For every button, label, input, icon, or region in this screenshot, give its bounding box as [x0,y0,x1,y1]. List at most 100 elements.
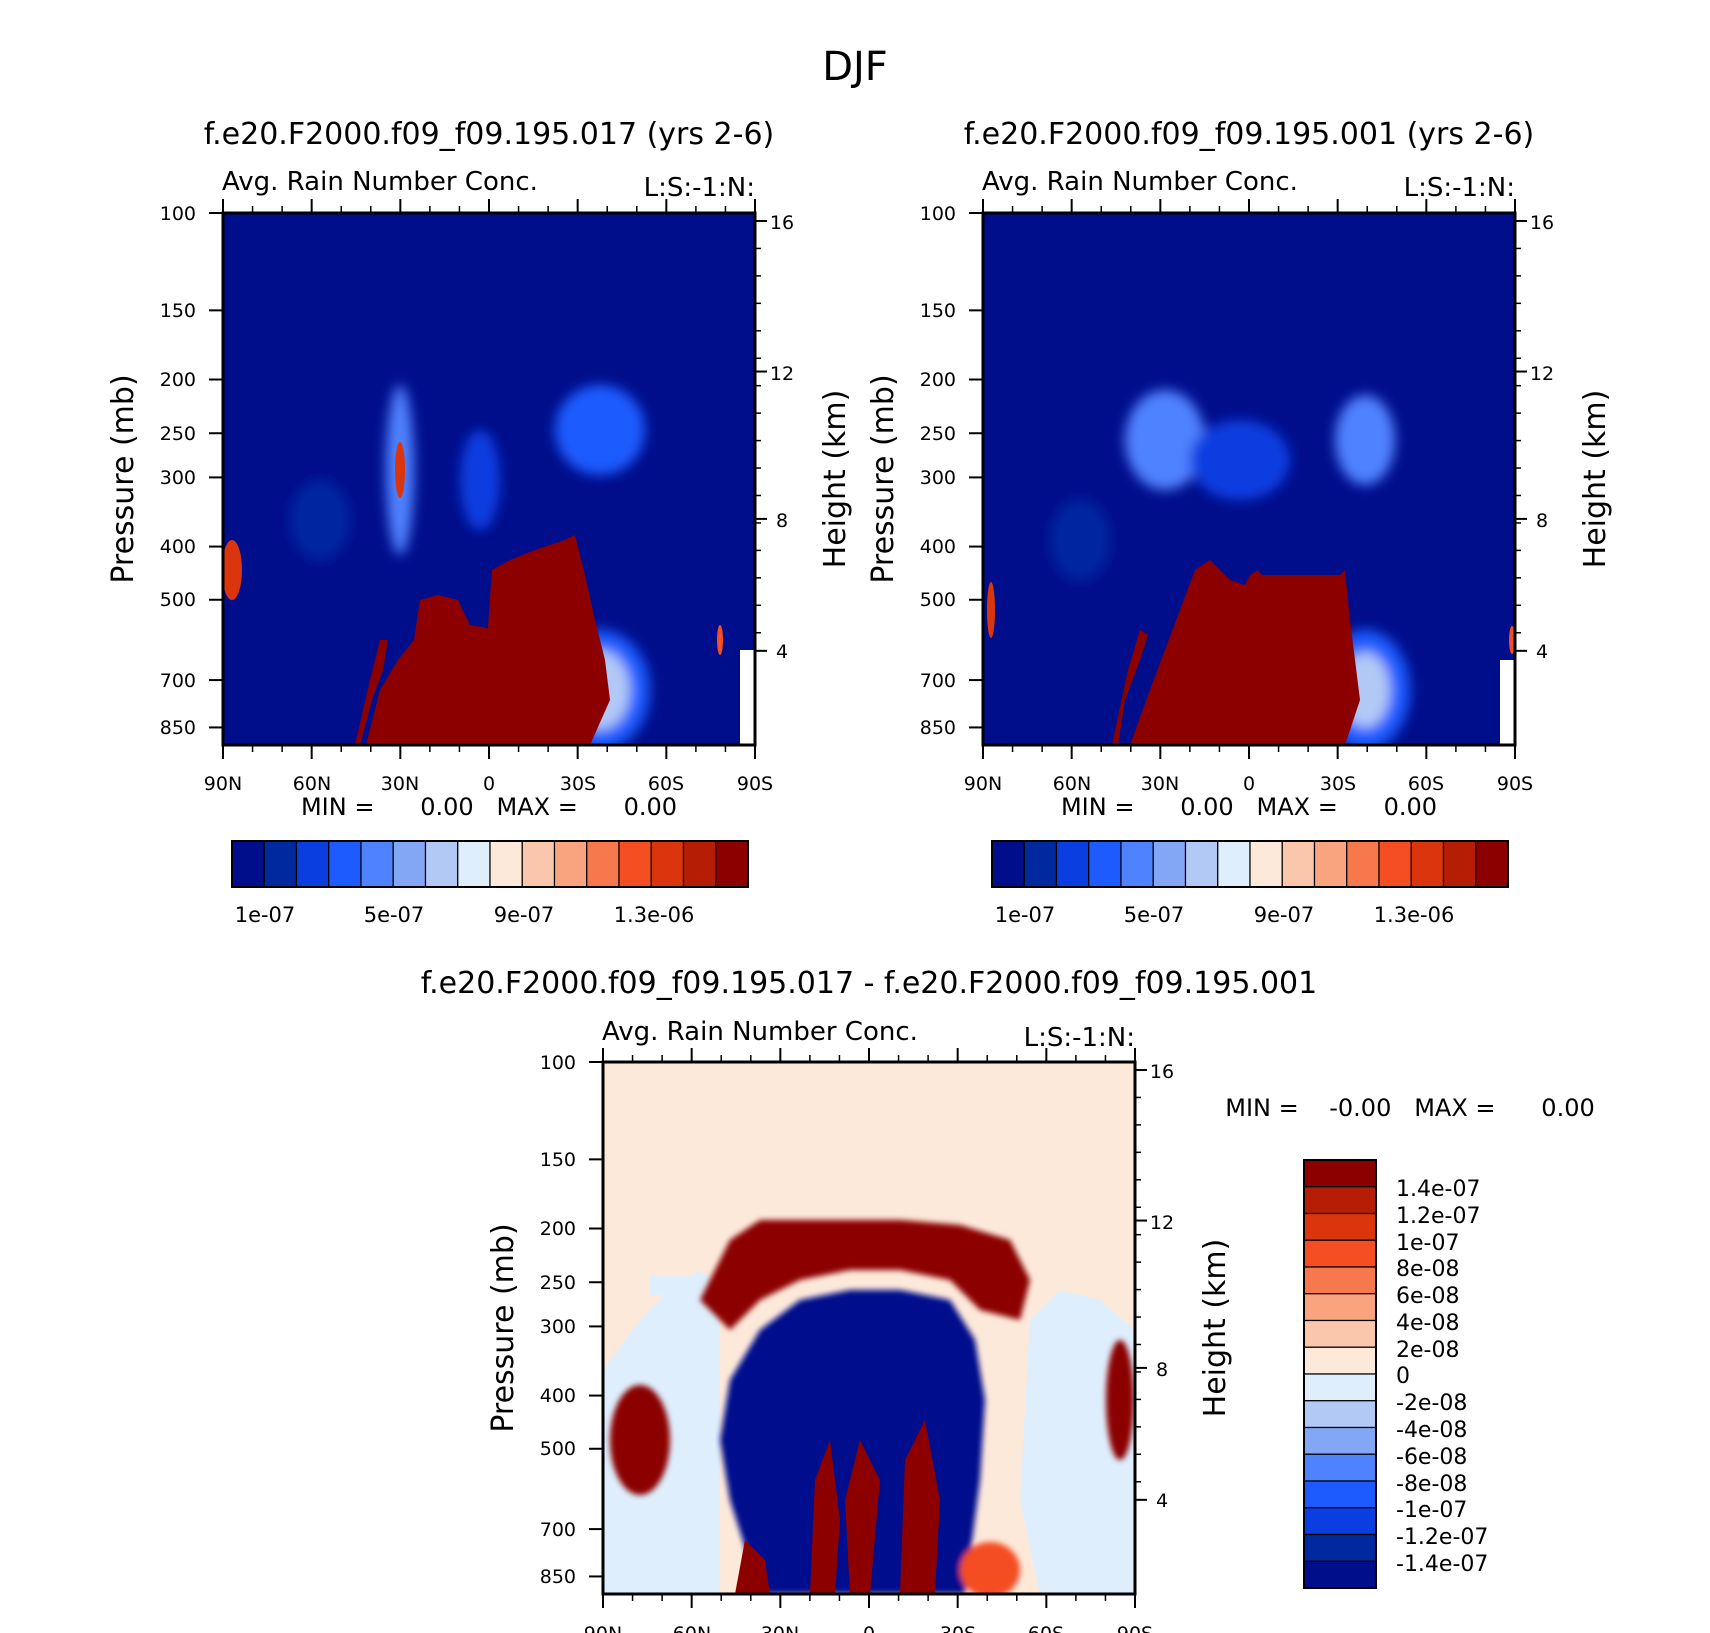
panel-2-subtitle-left: Avg. Rain Number Conc. [982,167,1298,197]
y-tick-label: 400 [920,536,956,558]
colorbar-swatch [231,840,265,888]
colorbar-label: 9e-07 [1254,903,1315,927]
colorbar-swatch [1303,1319,1377,1348]
y-tick-label: 400 [540,1385,576,1407]
colorbar-label: 5e-07 [1124,903,1185,927]
y-right-axis-label: Height (km) [1578,390,1613,569]
colorbar-swatch [328,840,362,888]
y-tick-label: 500 [920,589,956,611]
y-tick-label: 400 [160,536,196,558]
colorbar-swatch [1303,1159,1377,1188]
colorbar-swatch [424,840,459,888]
y-tick-label: 150 [920,300,956,322]
colorbar-swatch [1303,1266,1377,1295]
panel-3-field [603,1062,1135,1594]
colorbar-label: -1e-07 [1396,1498,1467,1523]
colorbar-swatch [715,840,749,888]
panel-2-title: f.e20.F2000.f09_f09.195.001 (yrs 2-6) [964,117,1534,152]
y-right-axis-label: Height (km) [1198,1239,1233,1418]
y-tick-label: 850 [920,717,956,739]
y-right-tick-label: 4 [1156,1490,1168,1512]
panel-2-subtitle-right: L:S:-1:N: [1404,173,1515,203]
colorbar-label: 1.4e-07 [1396,1177,1480,1202]
y-tick-label: 300 [160,467,196,489]
y-tick-label: 500 [540,1438,576,1460]
panel-1-axes: 90N 60N 30N 0 30S 60S 90S 100 150 200 25… [106,199,853,795]
colorbar-label: -8e-08 [1396,1472,1467,1497]
x-tick-label: 30N [1141,773,1179,795]
panel-2-field [983,213,1515,745]
colorbar-swatch [1249,840,1283,888]
y-tick-label: 300 [540,1316,576,1338]
y-tick-label: 150 [540,1149,576,1171]
colorbar-swatch [1217,840,1251,888]
x-tick-label: 0 [863,1623,875,1633]
colorbar-label: 1.2e-07 [1396,1204,1480,1229]
y-tick-label: 200 [920,369,956,391]
colorbar-label: -1.4e-07 [1396,1552,1488,1577]
y-tick-label: 700 [160,670,196,692]
y-tick-label: 100 [920,203,956,225]
y-tick-label: 700 [920,670,956,692]
colorbar-swatch [586,840,620,888]
colorbar-label: 8e-08 [1396,1257,1459,1282]
x-tick-label: 60N [1053,773,1091,795]
y-right-tick-label: 12 [770,363,794,385]
colorbar-label: 1e-07 [1396,1231,1459,1256]
panel-1-subtitle-left: Avg. Rain Number Conc. [222,167,538,197]
panel-3-minmax: MIN = -0.00 MAX = 0.00 [1225,1094,1595,1122]
colorbar-swatch [1023,840,1058,888]
y-right-tick-label: 16 [1530,212,1554,234]
x-tick-label: 30N [761,1623,799,1633]
colorbar-swatch [650,840,685,888]
panel-3-subtitle-left: Avg. Rain Number Conc. [602,1017,918,1047]
colorbar-swatch [1303,1293,1377,1322]
colorbar-label: 4e-08 [1396,1311,1459,1336]
colorbar-swatch [1303,1560,1377,1589]
y-tick-label: 250 [540,1272,576,1294]
colorbar-label: 2e-08 [1396,1338,1459,1363]
x-tick-label: 0 [1243,773,1255,795]
y-right-tick-label: 4 [776,641,788,663]
x-tick-label: 60S [1028,1623,1064,1633]
colorbar-swatch [1152,840,1187,888]
x-tick-label: 60S [648,773,684,795]
colorbar-swatch [1303,1400,1377,1429]
colorbar-swatch [1303,1186,1377,1215]
panel-3-title: f.e20.F2000.f09_f09.195.017 - f.e20.F200… [421,966,1317,1001]
y-right-tick-label: 8 [1536,510,1548,532]
panel-2-minmax: MIN = 0.00 MAX = 0.00 [1061,793,1437,821]
colorbar-swatch [392,840,427,888]
y-right-tick-label: 4 [1536,641,1548,663]
colorbar-label: 9e-07 [494,903,555,927]
colorbar-swatch [1088,840,1122,888]
colorbar-swatch [1378,840,1412,888]
y-tick-label: 700 [540,1519,576,1541]
x-tick-label: 60N [293,773,331,795]
colorbar-label: -6e-08 [1396,1445,1467,1470]
colorbar-swatch [1475,840,1509,888]
y-tick-label: 250 [160,423,196,445]
colorbar-swatch [295,840,330,888]
colorbar-label: 1.3e-06 [614,903,695,927]
colorbar-label: 0 [1396,1364,1410,1389]
x-tick-label: 30S [1320,773,1356,795]
x-tick-label: 90S [1497,773,1533,795]
y-tick-label: 100 [540,1052,576,1074]
x-tick-label: 30S [560,773,596,795]
panel-3-colorbar [1303,1159,1377,1589]
colorbar-swatch [263,840,298,888]
colorbar-label: 5e-07 [364,903,425,927]
x-tick-label: 0 [483,773,495,795]
x-tick-label: 60S [1408,773,1444,795]
colorbar-swatch [1303,1426,1377,1455]
colorbar-swatch [360,840,394,888]
colorbar-swatch [1303,1507,1377,1536]
colorbar-label: 1e-07 [995,903,1056,927]
x-tick-label: 60N [673,1623,711,1633]
y-right-tick-label: 8 [1156,1359,1168,1381]
colorbar-swatch [1184,840,1219,888]
colorbar-swatch [1303,1480,1377,1509]
x-tick-label: 90N [204,773,242,795]
panel-1-title: f.e20.F2000.f09_f09.195.017 (yrs 2-6) [204,117,774,152]
